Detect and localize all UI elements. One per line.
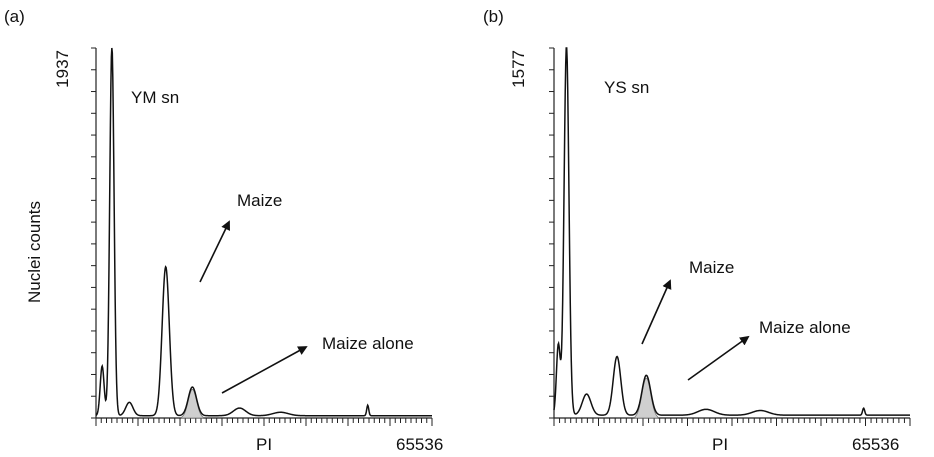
arrow-maize	[199, 220, 230, 283]
x-ticks	[95, 418, 433, 426]
x-max-label: 65536	[396, 435, 443, 454]
histogram-line	[553, 47, 910, 416]
panel-a: (a) 1937 YM sn Maize Maize alone PI 6553…	[4, 7, 443, 454]
annotation-maize-alone: Maize alone	[759, 318, 851, 337]
annotation-maize-alone: Maize alone	[322, 334, 414, 353]
annotation-maize: Maize	[689, 258, 734, 277]
sample-label: YS sn	[604, 78, 649, 97]
y-ticks	[549, 47, 554, 419]
annotation-maize: Maize	[237, 191, 282, 210]
x-axis-title: PI	[712, 435, 728, 454]
panel-b: (b) 1577 YS sn Maize Maize alone PI 6553…	[483, 7, 911, 454]
y-ticks	[91, 47, 96, 419]
x-ticks	[553, 418, 911, 426]
sample-label: YM sn	[131, 88, 179, 107]
panel-label: (b)	[483, 7, 504, 26]
maize-alone-peak-fill	[181, 388, 204, 419]
panel-label: (a)	[4, 7, 25, 26]
y-max-label: 1577	[509, 50, 528, 88]
arrow-maize	[641, 279, 672, 345]
arrow-maize-alone	[687, 335, 750, 381]
maize-alone-peak-fill	[634, 377, 659, 419]
y-max-label: 1937	[53, 50, 72, 88]
y-axis-title: Nuclei counts	[25, 201, 44, 303]
x-axis-title: PI	[256, 435, 272, 454]
histogram-line	[95, 47, 432, 417]
x-max-label: 65536	[852, 435, 899, 454]
arrow-maize-alone	[221, 346, 308, 394]
